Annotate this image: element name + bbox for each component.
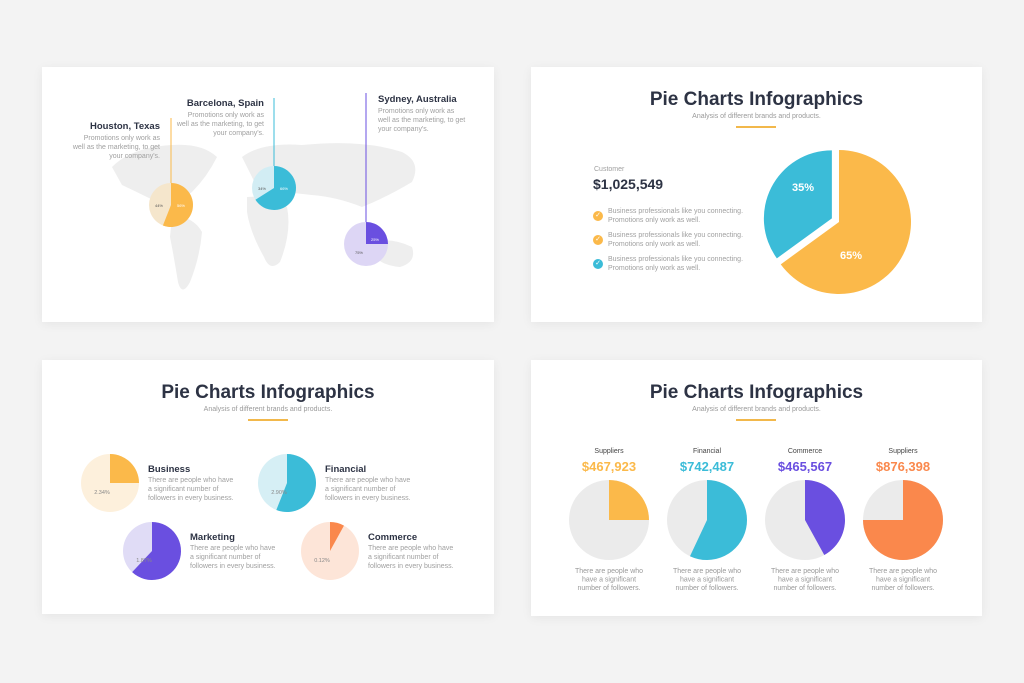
pie-chart: 35% 65%: [763, 150, 911, 294]
column-description: There are people who: [869, 568, 937, 575]
pie-slice: [276, 454, 316, 512]
slide-title: Pie Charts Infographics: [649, 89, 864, 110]
item-description: There are people who have: [148, 477, 234, 484]
pie-group: 2.34% 2.90% 1.87% 0.12%: [81, 453, 359, 581]
bullet-line: Business professionals like you connecti…: [608, 232, 744, 239]
item-description: a significant number of: [148, 486, 219, 493]
location-title: Barcelona, Spain: [186, 98, 264, 109]
item-description: followers in every business.: [190, 563, 276, 570]
pie-slice: [609, 480, 649, 520]
pie-slice: [366, 222, 388, 244]
location-description: Promotions only work as well as the mark…: [378, 108, 466, 133]
slide-value-pies[interactable]: Pie Charts Infographics Analysis of diff…: [531, 360, 982, 616]
item-description: a significant number of: [190, 554, 261, 561]
item-description: There are people who have: [190, 545, 276, 552]
bullet-line: Promotions only work as well.: [608, 265, 701, 272]
column-description: number of followers.: [773, 585, 836, 592]
column-description: There are people who: [771, 568, 839, 575]
bullet-item: ✓ Business professionals like you connect…: [593, 232, 763, 254]
customer-label: Customer: [594, 166, 625, 173]
slide-four-pies[interactable]: Pie Charts Infographics Analysis of diff…: [42, 360, 494, 614]
column-label: Suppliers: [888, 448, 918, 455]
pie-percent-label: 1.87%: [136, 558, 152, 564]
check-icon: ✓: [593, 235, 603, 245]
slice-label: 66%: [280, 186, 288, 191]
slice-label: 56%: [177, 203, 185, 208]
slice-label: 25%: [371, 237, 379, 242]
item-description: followers in every business.: [325, 495, 411, 502]
column-description: number of followers.: [675, 585, 738, 592]
slice-label: 35%: [792, 182, 814, 194]
check-icon: ✓: [593, 211, 603, 221]
item-description: a significant number of: [368, 554, 439, 561]
column-description: number of followers.: [577, 585, 640, 592]
item-title: Financial: [325, 464, 367, 475]
title-underline: [736, 419, 776, 421]
column-description: have a significant: [778, 577, 832, 584]
column-label: Suppliers: [594, 448, 624, 455]
pie-group: Suppliers $467,923 There are people who hav…: [569, 448, 943, 592]
bullet-item: ✓ Business professionals like you connect…: [593, 208, 763, 230]
column-description: There are people who: [673, 568, 741, 575]
column-description: have a significant: [876, 577, 930, 584]
slide-subtitle: Analysis of different brands and product…: [692, 113, 821, 120]
pie-slice-exploded: [763, 150, 832, 259]
pie-slice: [805, 480, 845, 556]
location-description: Promotions only work as well as the mark…: [176, 112, 264, 137]
pie-slice: [330, 522, 344, 551]
bullet-line: Business professionals like you connecti…: [608, 256, 744, 263]
column-label: Commerce: [788, 448, 822, 455]
pie-percent-label: 2.34%: [94, 490, 110, 496]
location-title: Houston, Texas: [89, 121, 160, 132]
column-description: number of followers.: [871, 585, 934, 592]
slice-label: 65%: [840, 250, 862, 262]
slice-label: 75%: [355, 250, 363, 255]
item-description: a significant number of: [325, 486, 396, 493]
pie-slice: [780, 150, 911, 294]
bullet-line: Promotions only work as well.: [608, 241, 701, 248]
column-value: $465,567: [778, 459, 832, 474]
world-map: 56% 44% 66% 34% 25% 75%: [112, 93, 416, 290]
pie-percent-label: 2.90%: [271, 490, 287, 496]
column-description: have a significant: [680, 577, 734, 584]
location-description: Promotions only work as well as the mark…: [72, 135, 160, 160]
column-label: Financial: [693, 448, 721, 455]
bullet-line: Promotions only work as well.: [608, 217, 701, 224]
slide-subtitle: Analysis of different brands and product…: [692, 406, 821, 413]
item-title: Marketing: [190, 532, 235, 543]
slide-customer-pie[interactable]: Pie Charts Infographics Analysis of diff…: [531, 67, 982, 322]
slice-label: 34%: [258, 186, 266, 191]
bullet-line: Business professionals like you connecti…: [608, 208, 744, 215]
pie-percent-label: 0.12%: [314, 558, 330, 564]
slide-subtitle: Analysis of different brands and product…: [203, 406, 333, 413]
title-underline: [736, 126, 776, 128]
item-description: There are people who have: [368, 545, 454, 552]
slide-title: Pie Charts Infographics: [161, 382, 375, 403]
slice-label: 44%: [155, 203, 163, 208]
column-value: $467,923: [582, 459, 636, 474]
column-value: $742,487: [680, 459, 734, 474]
item-description: followers in every business.: [368, 563, 454, 570]
column-value: $876,398: [876, 459, 930, 474]
title-underline: [248, 419, 288, 421]
pie-slice: [110, 454, 139, 483]
pie-slice: [132, 522, 182, 580]
item-description: There are people who have: [325, 477, 411, 484]
pie-slice: [863, 480, 943, 560]
location-title: Sydney, Australia: [378, 94, 457, 105]
column-description: have a significant: [582, 577, 636, 584]
bullet-item: ✓ Business professionals like you connect…: [593, 256, 763, 278]
check-icon: ✓: [593, 259, 603, 269]
pie-slice: [162, 183, 194, 227]
item-title: Commerce: [368, 532, 418, 543]
item-title: Business: [148, 464, 191, 475]
column-description: There are people who: [575, 568, 643, 575]
pie-slice: [255, 166, 296, 210]
pie-slice: [689, 480, 747, 560]
slide-map[interactable]: 56% 44% 66% 34% 25% 75% Houston, Texas Promoti…: [42, 67, 494, 322]
item-description: followers in every business.: [148, 495, 234, 502]
slide-title: Pie Charts Infographics: [649, 382, 864, 403]
customer-value: $1,025,549: [593, 176, 664, 192]
